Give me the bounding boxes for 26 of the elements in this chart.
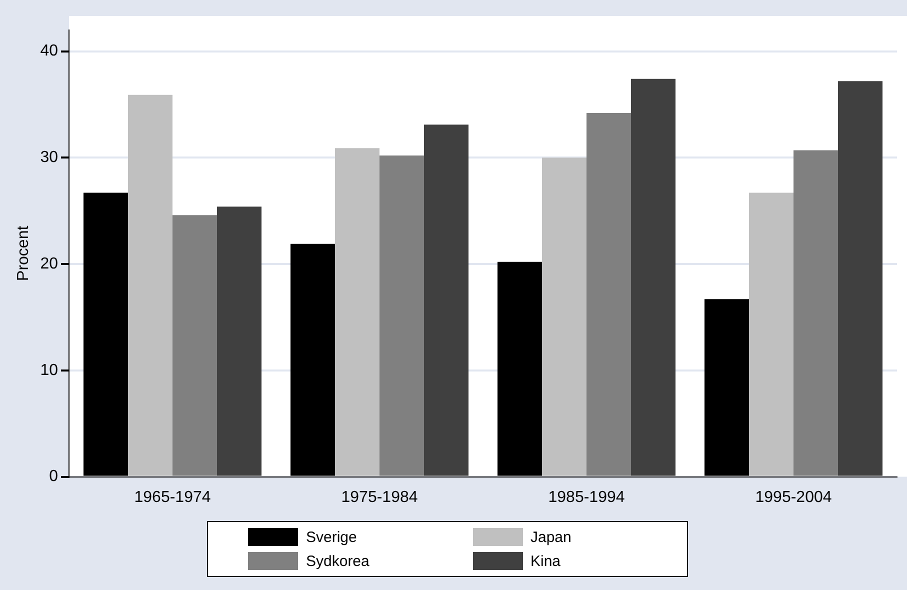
y-tick-label: 20	[40, 255, 58, 272]
bar	[794, 150, 838, 476]
x-tick-label: 1995-2004	[755, 488, 832, 506]
bar	[586, 112, 632, 476]
legend-label: Kina	[530, 552, 561, 570]
bar	[424, 124, 469, 476]
legend-label: Japan	[530, 528, 572, 546]
bar	[334, 148, 380, 476]
bar	[631, 78, 676, 476]
y-tick-label: 10	[40, 362, 58, 379]
bar	[838, 81, 883, 476]
bar	[748, 192, 794, 476]
bar	[380, 156, 424, 476]
y-axis-title: Procent	[15, 225, 32, 281]
bar	[217, 206, 262, 476]
x-tick-label: 1965-1974	[134, 488, 211, 506]
y-tick-label: 30	[40, 149, 58, 166]
y-tick-label: 40	[40, 42, 58, 60]
bar	[128, 94, 172, 476]
legend-label: Sydkorea	[306, 552, 370, 570]
legend-label: Sverige	[306, 528, 357, 546]
bar	[172, 215, 218, 476]
y-tick-label: 0	[49, 468, 58, 486]
bar	[542, 158, 586, 476]
x-tick-label: 1985-1994	[548, 488, 625, 506]
x-tick-label: 1975-1984	[341, 488, 418, 506]
